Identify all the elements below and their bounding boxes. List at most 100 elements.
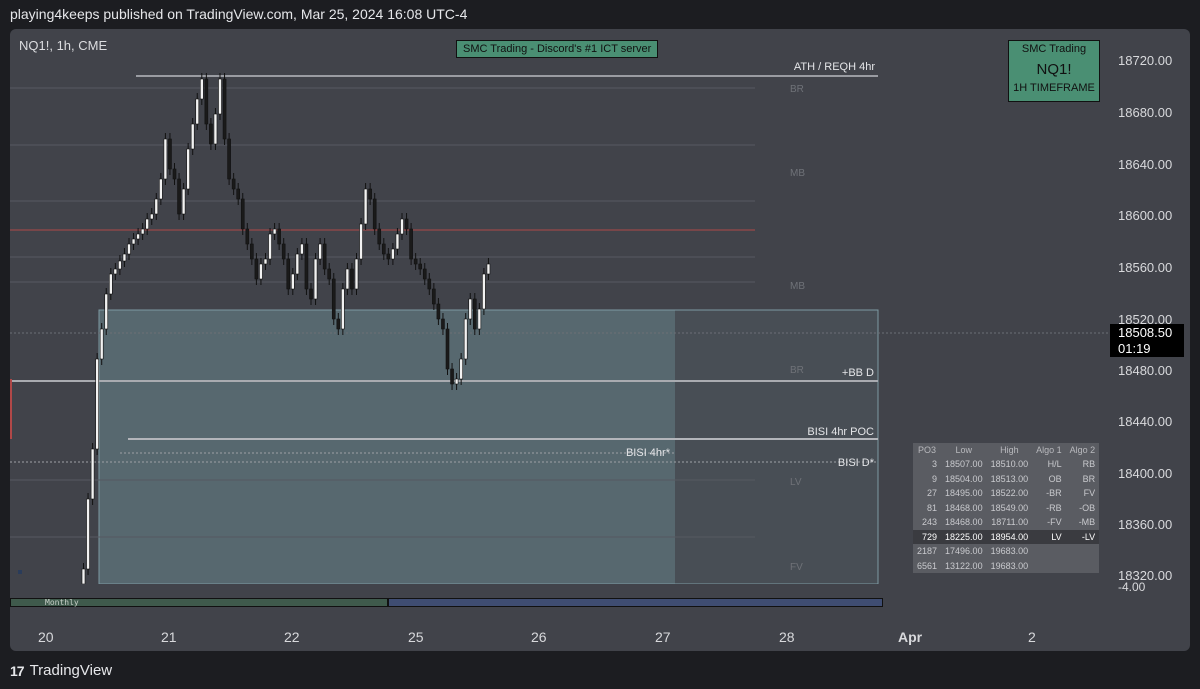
candle-body (472, 298, 477, 330)
x-tick: 2 (1028, 629, 1036, 645)
table-cell: 19683.00 (990, 560, 1029, 571)
candle-body (454, 378, 459, 385)
candle-body (177, 178, 181, 215)
table-cell: OB (1048, 473, 1062, 484)
candle-body (427, 278, 432, 290)
table-cell: 18522.00 (990, 488, 1029, 499)
price-axis[interactable]: 18720.00 18680.00 18640.00 18600.00 1856… (1108, 29, 1190, 609)
chart-panel[interactable]: ATH / REQH 4hr BR MB MB BR LV FV +BB D B… (10, 29, 1190, 651)
candle-body (381, 243, 386, 255)
publish-header: playing4keeps published on TradingView.c… (10, 6, 468, 22)
table-cell: 18549.00 (990, 502, 1029, 513)
candle-body (245, 228, 250, 245)
x-tick: 26 (531, 629, 547, 645)
table-cell: -MB (1078, 517, 1096, 528)
candle-body (313, 258, 318, 300)
table-cell (1066, 544, 1100, 559)
table-cell: 17496.00 (945, 546, 983, 557)
table-cell: 18225.00 (945, 531, 983, 542)
candle-body (368, 188, 372, 200)
candle-body (386, 253, 391, 260)
candle-body (422, 268, 427, 280)
table-cell: 18510.00 (990, 459, 1029, 470)
x-tick: 21 (161, 629, 177, 645)
bisi-d-label: BISI D* (838, 457, 875, 469)
tradingview-logo-icon: 17 (10, 662, 25, 679)
candle-body (432, 288, 436, 305)
y-tick: 18600.00 (1118, 208, 1173, 223)
table-cell: LV (1051, 531, 1062, 542)
candle-body (482, 273, 486, 310)
table-cell: 18507.00 (945, 459, 983, 470)
x-tick: 20 (38, 629, 54, 645)
table-row: 3 18507.00 18510.00 H/L RB (913, 457, 1099, 472)
candle-body (463, 318, 468, 360)
candle-body (477, 308, 482, 330)
candle-body (145, 218, 149, 230)
candle-body (272, 228, 277, 235)
candle-body (250, 243, 254, 260)
table-cell: 2187 (917, 546, 938, 557)
candle-body (459, 358, 463, 380)
y-tick: 18680.00 (1118, 105, 1173, 120)
candle-body (204, 78, 209, 125)
lv-label: LV (790, 477, 802, 488)
symbol-label[interactable]: NQ1!, 1h, CME (19, 38, 108, 53)
candle-body (286, 258, 291, 290)
poc-label: BISI 4hr POC (807, 426, 874, 438)
candle-body (318, 243, 322, 260)
candle-body (354, 258, 359, 290)
table-header: Algo 2 (1069, 445, 1096, 455)
po3-table: PO3 Low High Algo 1 Algo 2 3 18507.00 1851… (913, 443, 1100, 574)
candle-body (372, 198, 377, 230)
price-plot[interactable]: ATH / REQH 4hr BR MB MB BR LV FV +BB D B… (10, 29, 1108, 584)
candle-body (327, 268, 332, 280)
table-cell: 243 (922, 517, 938, 528)
candle-body (95, 358, 99, 450)
table-cell (1032, 544, 1066, 559)
candle-body (322, 243, 327, 270)
y-tick: 18640.00 (1118, 157, 1173, 172)
mb-label-mid: MB (790, 281, 805, 292)
y-tick: 18520.00 (1118, 312, 1173, 327)
time-axis[interactable]: 20 21 22 25 26 27 28 Apr 2 (10, 625, 1190, 651)
candle-body (113, 268, 118, 275)
candle-body (441, 318, 445, 330)
table-cell: 18495.00 (945, 488, 983, 499)
candle-body (468, 298, 473, 320)
y-tick: 18320.00 (1118, 568, 1173, 583)
bisi-zone-extension (675, 310, 878, 584)
candle-body (200, 78, 204, 100)
table-row: 729 18225.00 18954.00 LV -LV (913, 529, 1100, 544)
candle-body (345, 268, 350, 290)
candle-body (104, 293, 109, 330)
br-label-low: BR (790, 365, 804, 376)
tradingview-footer[interactable]: 17 TradingView (10, 662, 112, 679)
candle-body (136, 233, 140, 240)
monthly-bar: Monthly (10, 598, 883, 608)
bisi-4hr-label: BISI 4hr* (626, 447, 671, 459)
candle-body (268, 233, 272, 260)
table-row: 243 18468.00 18711.00 -FV -MB (913, 515, 1099, 530)
table-cell (1032, 559, 1066, 574)
candle-body (190, 123, 195, 150)
candle-body (222, 78, 227, 140)
candle-body (331, 278, 336, 320)
candle-body (404, 218, 409, 230)
candle-body (218, 78, 222, 115)
candle-body (236, 188, 240, 200)
table-cell: H/L (1047, 459, 1062, 470)
x-tick: 25 (408, 629, 424, 645)
candle-body (254, 258, 259, 280)
candle-body (290, 273, 295, 290)
candle-body (122, 253, 127, 262)
last-price-tag: 18508.50 01:19 (1110, 324, 1184, 357)
candle-body (168, 138, 172, 170)
candle-body (86, 498, 90, 570)
table-row: 81 18468.00 18549.00 -RB -OB (913, 501, 1099, 516)
candle-body (259, 263, 263, 280)
table-cell: 9 (932, 473, 938, 484)
candle-body (213, 113, 218, 145)
candle-body (109, 273, 113, 295)
table-cell (1066, 559, 1100, 574)
